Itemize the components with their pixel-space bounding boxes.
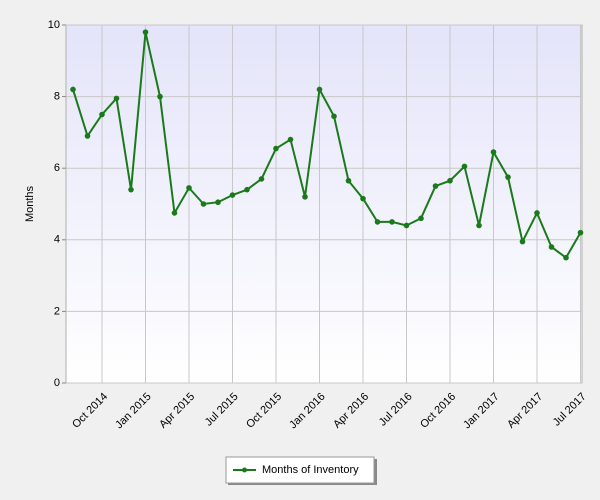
point bbox=[418, 215, 424, 222]
point bbox=[142, 29, 149, 35]
point bbox=[70, 86, 76, 93]
point bbox=[577, 229, 584, 236]
point bbox=[374, 219, 381, 225]
point bbox=[476, 222, 482, 229]
point bbox=[99, 111, 105, 118]
point bbox=[229, 192, 236, 198]
x-tick-label: Jul 2015 bbox=[203, 391, 241, 429]
x-tick-label: Apr 2017 bbox=[505, 391, 545, 431]
point bbox=[490, 149, 497, 155]
point bbox=[113, 95, 120, 102]
point bbox=[331, 113, 337, 120]
y-tick-label: 8 bbox=[54, 91, 60, 103]
point bbox=[534, 210, 540, 216]
point bbox=[244, 186, 250, 193]
plot-area bbox=[65, 24, 583, 384]
point bbox=[128, 186, 134, 193]
legend-marker bbox=[242, 467, 247, 473]
point bbox=[157, 93, 163, 100]
x-tick-label: Oct 2016 bbox=[418, 391, 458, 431]
point bbox=[302, 194, 308, 200]
x-tick-label: Jan 2015 bbox=[113, 391, 153, 431]
point bbox=[563, 254, 569, 261]
point bbox=[447, 177, 453, 184]
point bbox=[200, 201, 207, 207]
legend-label: Months of Inventory bbox=[262, 464, 359, 476]
y-tick-label: 4 bbox=[54, 234, 60, 246]
point bbox=[215, 199, 221, 206]
y-tick-label: 2 bbox=[54, 305, 60, 317]
point bbox=[389, 219, 395, 225]
point bbox=[548, 244, 555, 250]
y-tick-label: 6 bbox=[54, 162, 60, 174]
y-axis-label: Months bbox=[24, 185, 36, 222]
x-tick-label: Apr 2016 bbox=[331, 391, 371, 431]
point bbox=[186, 185, 192, 191]
x-tick-label: Jan 2017 bbox=[461, 391, 501, 431]
point bbox=[519, 238, 526, 245]
point bbox=[316, 86, 323, 93]
x-tick-label: Jan 2016 bbox=[287, 391, 327, 431]
point bbox=[273, 145, 279, 152]
x-tick-label: Apr 2015 bbox=[157, 391, 197, 431]
point bbox=[84, 133, 91, 139]
x-tick-label: Oct 2015 bbox=[244, 391, 284, 431]
point bbox=[432, 183, 439, 189]
x-tick-label: Oct 2014 bbox=[70, 391, 110, 431]
point bbox=[258, 176, 265, 182]
y-tick-label: 0 bbox=[54, 377, 60, 389]
y-tick-label: 10 bbox=[48, 19, 60, 31]
point bbox=[505, 174, 511, 180]
x-tick-label: Jul 2016 bbox=[377, 391, 415, 429]
point bbox=[461, 163, 468, 170]
x-tick-label: Jul 2017 bbox=[551, 391, 589, 429]
point bbox=[287, 136, 294, 143]
point bbox=[403, 222, 410, 229]
point bbox=[360, 195, 366, 202]
point bbox=[171, 210, 178, 216]
line bbox=[72, 31, 582, 260]
point bbox=[345, 177, 352, 184]
legend: Months of Inventory bbox=[225, 456, 377, 485]
